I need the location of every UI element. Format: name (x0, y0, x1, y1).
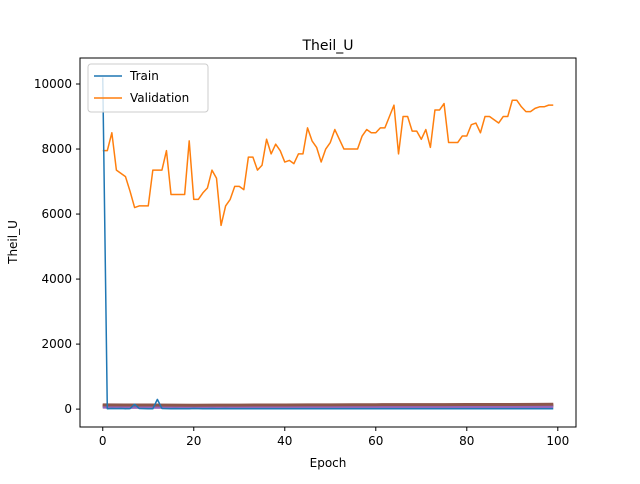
series-line-validation (102, 99, 554, 227)
chart-title: Theil_U (301, 38, 353, 54)
x-tick-label: 0 (99, 434, 107, 448)
series-line-extra-5 (102, 402, 554, 407)
y-tick-label: 8000 (41, 142, 72, 156)
legend-label-validation: Validation (130, 91, 189, 105)
y-axis: 0 2000 4000 6000 8000 10000 (34, 77, 80, 416)
x-tick-label: 80 (459, 434, 474, 448)
x-axis-label: Epoch (310, 456, 347, 470)
y-tick-label: 10000 (34, 77, 72, 91)
x-axis: 0 20 40 60 80 100 (99, 427, 569, 448)
series-layer (102, 77, 554, 410)
x-tick-label: 40 (277, 434, 292, 448)
series-line-train (102, 77, 554, 410)
legend: Train Validation (87, 63, 209, 113)
y-axis-label: Theil_U (6, 220, 20, 265)
x-tick-label: 20 (186, 434, 201, 448)
legend-label-train: Train (129, 69, 159, 83)
series-line-extra-4 (102, 405, 554, 409)
x-tick-label: 60 (368, 434, 383, 448)
y-tick-label: 6000 (41, 207, 72, 221)
y-tick-label: 4000 (41, 272, 72, 286)
y-tick-label: 0 (64, 402, 72, 416)
y-tick-label: 2000 (41, 337, 72, 351)
x-tick-label: 100 (546, 434, 569, 448)
axes-frame (79, 57, 577, 428)
